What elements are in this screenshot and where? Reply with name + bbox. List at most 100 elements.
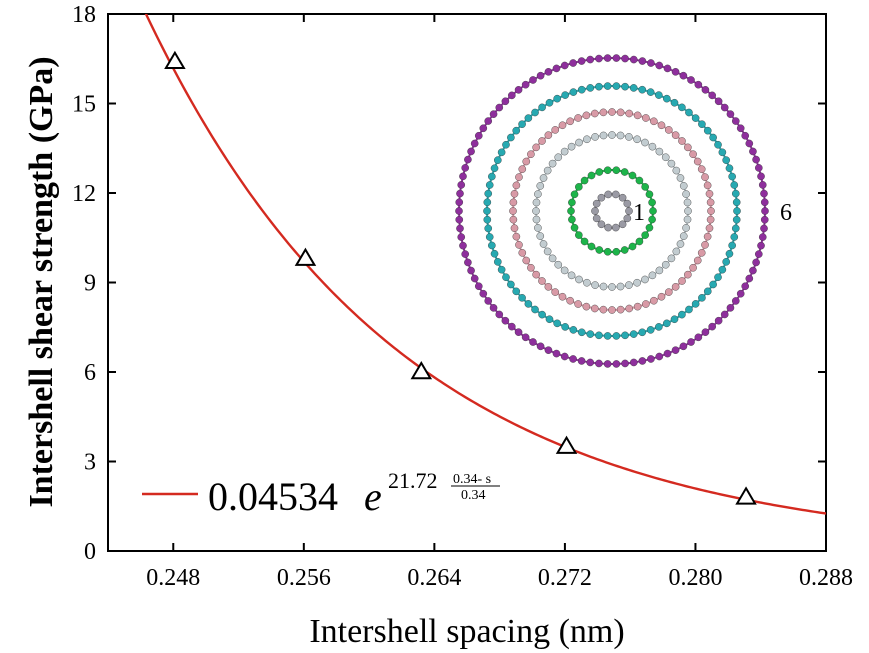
shell-atom	[509, 198, 518, 207]
inner-shell-label: 1	[633, 200, 645, 226]
shell-atom	[497, 265, 506, 274]
x-tick-label: 0.256	[277, 565, 331, 591]
shell-atom	[667, 159, 676, 168]
legend: 0.04534 e 21.72 0.34- s 0.34	[142, 468, 500, 519]
shell-atom	[621, 331, 629, 340]
shell-atom	[687, 76, 695, 84]
shell-atom	[638, 57, 647, 65]
shell-atom	[495, 103, 504, 112]
shell-atom	[608, 108, 616, 116]
shell-atom	[582, 302, 591, 311]
shell-atom	[612, 360, 621, 368]
shell-atom	[718, 265, 727, 274]
shell-atom	[655, 266, 664, 275]
shell-atom	[604, 223, 613, 232]
shell-atom	[484, 224, 493, 233]
shell-atom	[508, 322, 516, 331]
shell-atom	[621, 359, 629, 368]
shell-atom	[612, 332, 621, 340]
shell-atom	[703, 287, 712, 296]
shell-atom	[647, 355, 655, 363]
shell-atom	[539, 240, 548, 248]
shell-atom	[490, 249, 499, 258]
shell-atom	[538, 277, 546, 285]
shell-atom	[616, 282, 625, 291]
data-point	[555, 435, 578, 454]
shell-atom	[586, 55, 595, 64]
shell-atom	[736, 289, 745, 298]
shell-atom	[745, 139, 754, 148]
shell-atom	[536, 342, 545, 351]
shell-atom	[623, 214, 632, 223]
shell-atom	[583, 135, 591, 144]
outer-shell-label: 6	[780, 200, 792, 226]
shell-atom	[726, 110, 735, 118]
shell-atom	[548, 254, 557, 263]
shell-atom	[544, 68, 553, 76]
shell-atom	[531, 108, 539, 117]
x-tick-label: 0.248	[146, 565, 200, 591]
shell-atom	[646, 326, 655, 334]
shell-atom	[591, 281, 599, 289]
shell-atom	[707, 207, 715, 215]
shell-atom	[580, 176, 589, 185]
shell-atom	[599, 108, 608, 117]
shell-atom	[752, 258, 760, 267]
shell-atom	[522, 256, 531, 265]
shell-atom	[554, 260, 563, 269]
x-axis-title: Intershell spacing (nm)	[309, 613, 624, 650]
shell-atom	[592, 214, 601, 223]
shell-atom	[733, 207, 741, 215]
shell-atom	[691, 300, 700, 308]
shell-atom	[638, 357, 647, 365]
shell-atom	[587, 242, 596, 251]
shell-atom	[671, 131, 680, 139]
shell-atom	[703, 181, 712, 190]
shell-atom	[708, 91, 716, 100]
shell-atom	[552, 349, 561, 358]
shell-atom	[722, 258, 730, 266]
shell-atom	[647, 59, 655, 67]
shell-atom	[621, 82, 629, 91]
shell-atom	[599, 305, 608, 314]
shell-atom	[701, 328, 710, 336]
shell-atom	[670, 315, 679, 324]
shell-atom	[518, 249, 527, 257]
shell-atom	[641, 231, 649, 239]
shell-atom	[625, 133, 633, 141]
shell-atom	[635, 237, 644, 246]
shell-atom	[518, 120, 526, 128]
shell-atom	[663, 319, 671, 328]
shell-atom	[714, 273, 722, 282]
shell-atom	[507, 133, 515, 142]
shell-atom	[629, 84, 638, 92]
shell-atom	[671, 346, 680, 354]
shell-atom	[755, 164, 763, 172]
y-tick-label: 9	[84, 271, 96, 297]
shell-atom	[625, 207, 633, 215]
shell-atom	[682, 224, 690, 232]
shell-atom	[676, 174, 685, 182]
shell-atom	[679, 232, 688, 240]
shell-atom	[694, 80, 703, 89]
shell-atom	[706, 215, 715, 224]
shell-atom	[494, 156, 502, 164]
shell-atom	[583, 278, 591, 287]
shell-atom	[603, 360, 612, 368]
shell-atom	[678, 310, 686, 319]
shell-atom	[538, 137, 546, 145]
shell-atom	[543, 247, 552, 256]
shell-atom	[620, 168, 629, 176]
shell-atom	[650, 296, 658, 305]
y-tick-label: 18	[72, 2, 96, 28]
shell-atom	[706, 198, 715, 207]
shell-atom	[560, 61, 569, 70]
shell-atom	[761, 207, 769, 215]
shell-atom	[628, 242, 637, 251]
shell-atom	[672, 247, 681, 256]
shell-atom	[629, 358, 638, 367]
shell-atom	[558, 121, 567, 130]
shell-atom	[641, 183, 649, 191]
shell-atom	[612, 82, 621, 90]
shell-atom	[512, 126, 521, 135]
